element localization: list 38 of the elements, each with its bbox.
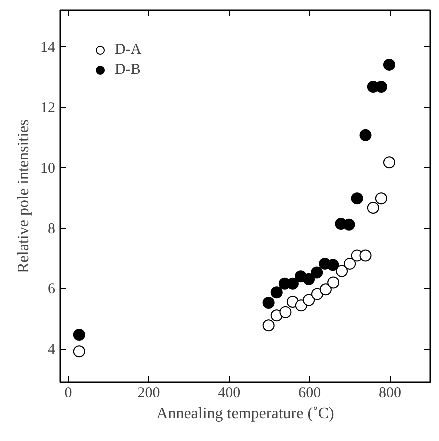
point [262, 296, 275, 309]
point [320, 284, 332, 296]
point [328, 276, 340, 289]
point [303, 294, 316, 306]
y-tick-label: 14 [40, 40, 56, 56]
legend-label: D-A [115, 42, 142, 58]
x-tick-label: 0 [64, 386, 72, 402]
y-tick-label: 4 [48, 342, 56, 358]
point [344, 258, 356, 270]
legend-label: D-B [115, 62, 141, 78]
point [351, 192, 364, 205]
point [270, 286, 283, 299]
x-tick-label: 600 [298, 386, 322, 402]
y-tick-label: 8 [48, 221, 56, 238]
point [383, 58, 396, 71]
y-tick-label: 6 [48, 282, 56, 298]
point [367, 202, 380, 214]
x-tick-label: 400 [218, 386, 241, 402]
point [73, 346, 86, 358]
point [375, 192, 388, 205]
point [360, 129, 372, 142]
point [336, 265, 348, 278]
x-tick-label: 800 [379, 386, 402, 402]
point [73, 329, 86, 342]
point [280, 306, 292, 318]
point [311, 266, 324, 279]
point [303, 273, 316, 286]
y-tick-label: 12 [40, 100, 56, 116]
point [343, 218, 356, 231]
point [383, 156, 396, 169]
point [327, 259, 340, 272]
y-axis-title: Relative pole intensities [16, 120, 32, 274]
x-tick-label: 200 [138, 386, 160, 402]
point [360, 250, 372, 262]
point [311, 288, 324, 300]
point [262, 320, 275, 332]
y-tick-label: 10 [40, 160, 56, 177]
x-axis-title: Annealing temperature (˚C) [156, 406, 334, 422]
